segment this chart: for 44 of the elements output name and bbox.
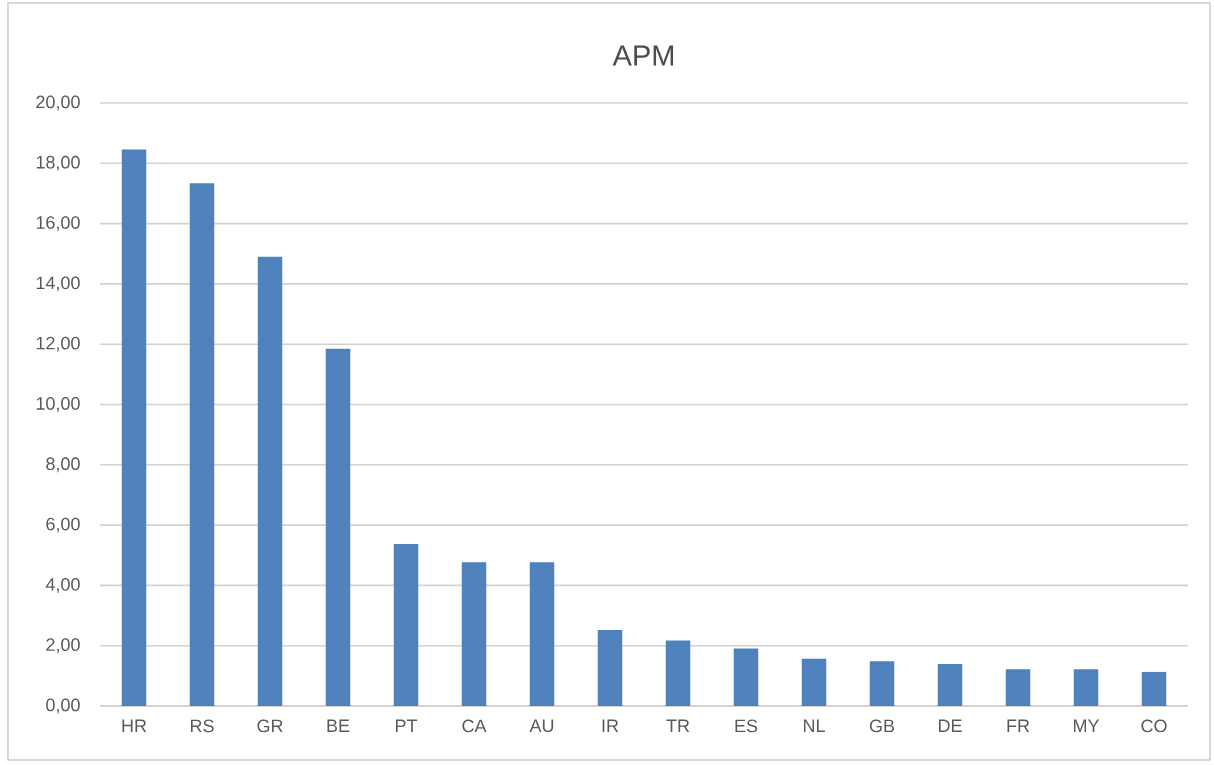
x-tick-label: CO [1141, 719, 1167, 733]
x-tick-label: MY [1073, 719, 1100, 732]
x-tick-label: NL [803, 719, 825, 732]
x-tick-label: TR [666, 719, 690, 732]
x-tick-label: BE [327, 719, 350, 732]
x-tick-label: ES [735, 719, 758, 733]
x-tick-label: GB [869, 719, 895, 733]
bar [1141, 671, 1167, 706]
x-tick-label: PT [395, 719, 418, 732]
bar [1005, 669, 1031, 706]
bar [733, 648, 759, 706]
bar [1073, 669, 1099, 706]
bar [597, 630, 623, 706]
x-tick-label: CA [462, 719, 487, 733]
y-tick-label: 6,00 [46, 517, 80, 533]
y-tick-label: 12,00 [36, 336, 80, 352]
y-tick-label: 16,00 [36, 216, 80, 232]
bar [869, 661, 895, 706]
bar [529, 562, 555, 706]
bar [461, 562, 487, 706]
y-tick-label: 2,00 [46, 638, 80, 654]
bar [189, 183, 215, 706]
bar [665, 640, 691, 706]
x-tick-label: AU [529, 719, 554, 733]
y-tick-label: 8,00 [46, 457, 80, 473]
bar [393, 544, 419, 706]
x-tick-label: RS [190, 719, 214, 733]
chart-title: APM [612, 45, 674, 66]
y-tick-label: 0,00 [46, 698, 80, 714]
x-tick-label: FR [1007, 719, 1030, 732]
x-tick-label: HR [122, 719, 147, 732]
x-tick-label: DE [938, 719, 962, 732]
bar [325, 348, 351, 706]
x-tick-label: GR [257, 719, 283, 733]
x-tick-label: IR [602, 719, 619, 732]
bar [257, 256, 283, 706]
y-tick-label: 18,00 [36, 155, 80, 171]
y-tick-label: 20,00 [36, 95, 80, 111]
bar [801, 658, 827, 706]
y-tick-label: 10,00 [36, 397, 80, 412]
y-tick-label: 14,00 [36, 276, 80, 292]
bar [937, 664, 963, 706]
y-tick-label: 4,00 [45, 577, 80, 593]
bar [121, 149, 147, 706]
